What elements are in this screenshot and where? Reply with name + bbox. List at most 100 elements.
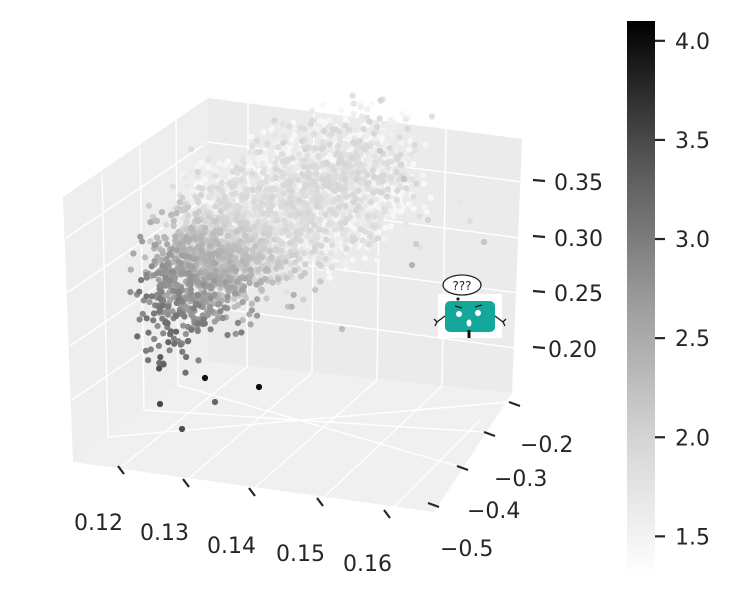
data-point	[217, 199, 224, 206]
data-point	[288, 223, 295, 230]
data-point	[238, 329, 245, 336]
data-point	[246, 149, 253, 157]
data-point	[273, 246, 280, 253]
data-point	[257, 273, 264, 280]
data-point	[303, 201, 311, 208]
data-point	[179, 207, 186, 214]
data-point	[178, 425, 186, 433]
data-point	[286, 178, 293, 185]
data-point	[219, 188, 226, 195]
data-point	[318, 242, 325, 249]
data-point	[177, 231, 184, 238]
data-point	[348, 169, 355, 176]
data-point	[195, 357, 202, 364]
data-point	[164, 311, 172, 318]
y-tick-mark	[483, 430, 496, 438]
data-point	[323, 200, 330, 207]
data-point	[169, 183, 176, 190]
data-point	[262, 151, 269, 159]
data-point	[222, 279, 229, 286]
data-point	[242, 170, 249, 177]
data-point	[466, 217, 474, 225]
data-point	[381, 235, 388, 242]
data-point	[395, 203, 402, 210]
data-point	[160, 361, 167, 368]
data-point	[262, 178, 270, 185]
data-point	[176, 241, 183, 248]
thought-bubble-text: ???	[452, 279, 471, 293]
data-point	[378, 135, 385, 142]
data-point	[173, 247, 181, 254]
mascot-arm-left	[433, 315, 446, 327]
data-point	[370, 189, 377, 196]
data-point	[234, 319, 241, 326]
data-point	[308, 120, 315, 128]
data-point	[281, 146, 288, 153]
data-point	[175, 296, 182, 303]
data-point	[226, 277, 233, 284]
colorbar-tick-label: 4.0	[675, 30, 710, 55]
data-point	[279, 121, 286, 128]
data-point	[200, 297, 207, 304]
data-point	[369, 167, 376, 174]
data-point	[208, 284, 215, 292]
data-point	[350, 110, 357, 117]
data-point	[302, 182, 309, 189]
data-point	[172, 237, 179, 244]
data-point	[181, 174, 188, 181]
data-point	[239, 257, 246, 264]
data-point	[217, 229, 224, 236]
data-point	[159, 262, 166, 269]
y-tick-label: −0.4	[467, 499, 520, 524]
data-point	[221, 222, 228, 229]
data-point	[374, 230, 381, 237]
data-point	[343, 193, 350, 200]
data-point	[201, 374, 209, 382]
data-point	[229, 168, 236, 175]
x-axis-ticks: 0.12 0.13 0.14 0.15 0.16	[74, 465, 392, 577]
z-tick-mark	[532, 289, 546, 294]
data-point	[358, 113, 365, 120]
thought-bubble	[442, 274, 482, 296]
data-point	[279, 240, 286, 247]
z-tick-label: 0.20	[548, 338, 597, 363]
data-point	[421, 203, 428, 211]
data-point	[243, 220, 251, 227]
data-point	[165, 339, 172, 346]
data-point	[282, 226, 289, 233]
data-point	[173, 328, 180, 335]
data-point	[422, 142, 429, 149]
data-point	[262, 187, 269, 194]
data-point	[201, 140, 208, 147]
data-point	[260, 245, 268, 252]
data-point	[160, 330, 167, 337]
data-point	[397, 151, 404, 158]
data-point	[156, 400, 164, 408]
data-point	[289, 204, 296, 211]
data-point	[315, 260, 323, 268]
data-point	[368, 101, 375, 108]
data-point	[354, 212, 362, 220]
data-point	[170, 335, 177, 342]
grid-line-left-y	[101, 172, 109, 438]
data-point	[145, 329, 152, 336]
data-point	[374, 123, 381, 130]
data-point	[355, 203, 362, 210]
data-point	[232, 330, 239, 337]
data-point	[212, 218, 219, 225]
data-point	[397, 161, 405, 168]
x-tick-label: 0.12	[74, 511, 123, 536]
grid-line-floor-y	[107, 401, 509, 438]
data-point	[198, 233, 205, 240]
data-point	[358, 197, 365, 204]
data-point	[256, 185, 263, 192]
data-point	[291, 131, 298, 138]
data-point	[386, 144, 393, 151]
data-point	[373, 196, 380, 203]
data-point	[376, 157, 383, 164]
data-point	[154, 323, 161, 330]
data-point	[229, 191, 236, 198]
data-point	[328, 264, 335, 271]
data-point	[180, 322, 187, 329]
grid-line-floor-x	[187, 372, 313, 480]
